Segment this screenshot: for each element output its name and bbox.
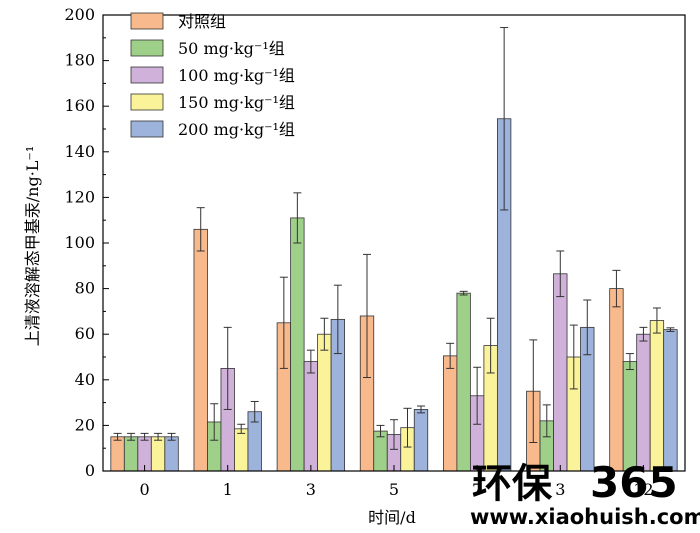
legend-label: 100 mg·kg⁻¹组 bbox=[178, 66, 295, 85]
watermark-url: www.xiaohuish.com bbox=[470, 505, 700, 529]
axes-layer: 0 20 40 60 80 100 120 140 160 180 200 0 1 3 5 7 3 12 bbox=[64, 5, 686, 499]
bar bbox=[123, 436, 139, 472]
x-tick-label: 3 bbox=[306, 480, 316, 499]
watermark: 环保 365 www.xiaohuish.com bbox=[470, 458, 700, 529]
bar bbox=[649, 320, 665, 472]
legend-label: 150 mg·kg⁻¹组 bbox=[178, 93, 295, 112]
bar bbox=[110, 436, 125, 472]
bar bbox=[622, 361, 638, 472]
x-tick-label: 1 bbox=[223, 480, 233, 499]
y-tick-label: 40 bbox=[75, 370, 95, 389]
legend: 对照组 50 mg·kg⁻¹组 100 mg·kg⁻¹组 150 mg·kg⁻¹组 20… bbox=[130, 12, 295, 139]
bar bbox=[413, 409, 429, 472]
x-tick-label: 7 bbox=[472, 480, 482, 499]
y-tick-label: 100 bbox=[64, 233, 95, 252]
y-tick-label: 120 bbox=[64, 187, 95, 206]
bar bbox=[456, 292, 471, 472]
y-tick-label: 0 bbox=[85, 461, 95, 480]
bar bbox=[636, 333, 651, 472]
legend-label: 200 mg·kg⁻¹组 bbox=[178, 120, 295, 139]
bar bbox=[303, 361, 319, 472]
bar bbox=[150, 436, 166, 472]
y-tick-label: 140 bbox=[64, 142, 95, 161]
bar bbox=[553, 273, 568, 472]
x-axis-label: 时间/d bbox=[368, 508, 416, 527]
legend-swatch bbox=[130, 120, 164, 138]
legend-label: 50 mg·kg⁻¹组 bbox=[178, 39, 285, 58]
bar bbox=[442, 355, 458, 472]
legend-swatch bbox=[130, 93, 164, 111]
watermark-brand-num: 365 bbox=[590, 458, 678, 507]
legend-swatch bbox=[130, 66, 164, 84]
bar bbox=[164, 436, 179, 472]
y-axis-label: 上清液溶解态甲基汞/ng·L⁻¹ bbox=[23, 146, 42, 347]
legend-swatch bbox=[130, 12, 164, 30]
bars-layer bbox=[110, 27, 678, 472]
legend-label: 对照组 bbox=[178, 12, 226, 31]
y-tick-label: 80 bbox=[75, 279, 95, 298]
bar bbox=[234, 428, 249, 472]
x-tick-label: 3 bbox=[555, 480, 565, 499]
watermark-brand-cn: 环保 bbox=[472, 461, 553, 507]
legend-swatch bbox=[130, 39, 164, 57]
y-tick-label: 160 bbox=[64, 96, 95, 115]
y-tick-label: 200 bbox=[64, 5, 95, 24]
x-tick-label: 12 bbox=[633, 480, 653, 499]
bar bbox=[317, 333, 332, 472]
bar bbox=[663, 329, 678, 472]
bar bbox=[290, 217, 305, 472]
bar bbox=[193, 228, 208, 472]
x-tick-label: 0 bbox=[139, 480, 149, 499]
y-tick-label: 20 bbox=[75, 415, 95, 434]
y-tick-label: 60 bbox=[75, 324, 95, 343]
bar bbox=[609, 288, 624, 472]
y-tick-label: 180 bbox=[64, 51, 95, 70]
x-tick-label: 5 bbox=[389, 480, 399, 499]
